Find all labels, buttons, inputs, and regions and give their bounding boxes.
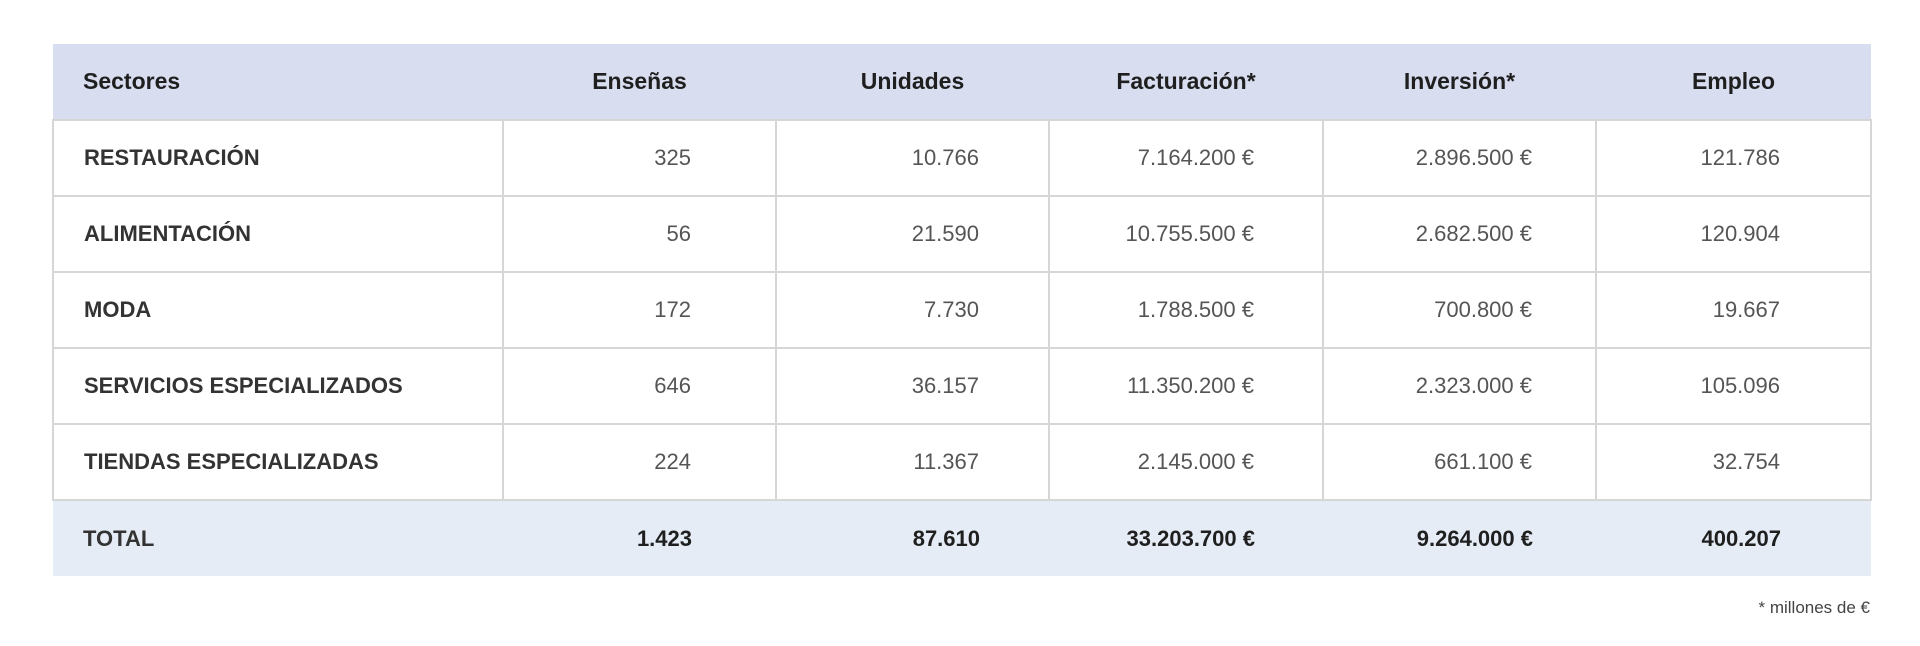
inversion-value: 661.100 € [1322,423,1597,501]
table-row: SERVICIOS ESPECIALIZADOS 646 36.157 11.3… [52,347,1872,425]
ensenas-value: 646 [502,347,777,425]
facturacion-value: 10.755.500 € [1048,195,1324,273]
total-ensenas: 1.423 [636,525,692,551]
facturacion-value: 7.164.200 € [1048,119,1324,197]
sector-table-container: Sectores Enseñas Unidades Facturación* I… [52,44,1872,576]
table-row: ALIMENTACIÓN 56 21.590 10.755.500 € 2.68… [52,195,1872,273]
unidades-value: 11.367 [775,423,1050,501]
sector-name: SERVICIOS ESPECIALIZADOS [52,347,504,425]
total-unidades: 87.610 [912,525,980,551]
header-empleo: Empleo [1691,68,1776,94]
total-label: TOTAL [83,525,155,551]
sector-name: TIENDAS ESPECIALIZADAS [52,423,504,501]
header-ensenas: Enseñas [592,68,687,94]
facturacion-value: 1.788.500 € [1048,271,1324,349]
ensenas-value: 325 [502,119,777,197]
table-row: RESTAURACIÓN 325 10.766 7.164.200 € 2.89… [52,119,1872,197]
header-sectores: Sectores [83,68,181,94]
facturacion-value: 11.350.200 € [1048,347,1324,425]
table-row: MODA 172 7.730 1.788.500 € 700.800 € 19.… [52,271,1872,349]
inversion-value: 700.800 € [1322,271,1597,349]
total-empleo: 400.207 [1701,525,1781,551]
empleo-value: 120.904 [1595,195,1872,273]
unidades-value: 10.766 [775,119,1050,197]
empleo-value: 105.096 [1595,347,1872,425]
total-facturacion: 33.203.700 € [1126,525,1255,551]
sector-name: RESTAURACIÓN [52,119,504,197]
inversion-value: 2.323.000 € [1322,347,1597,425]
total-row: TOTAL 1.423 87.610 33.203.700 € 9.264.00… [53,500,1871,576]
total-inversion: 9.264.000 € [1416,525,1533,551]
table-row: TIENDAS ESPECIALIZADAS 224 11.367 2.145.… [52,423,1872,501]
empleo-value: 32.754 [1595,423,1872,501]
sector-name: MODA [52,271,504,349]
header-facturacion: Facturación* [1116,68,1256,94]
unidades-value: 36.157 [775,347,1050,425]
sector-name: ALIMENTACIÓN [52,195,504,273]
facturacion-value: 2.145.000 € [1048,423,1324,501]
ensenas-value: 56 [502,195,777,273]
header-unidades: Unidades [860,68,965,94]
inversion-value: 2.682.500 € [1322,195,1597,273]
inversion-value: 2.896.500 € [1322,119,1597,197]
ensenas-value: 224 [502,423,777,501]
unidades-value: 7.730 [775,271,1050,349]
ensenas-value: 172 [502,271,777,349]
empleo-value: 19.667 [1595,271,1872,349]
unidades-value: 21.590 [775,195,1050,273]
table-header-row: Sectores Enseñas Unidades Facturación* I… [53,44,1871,120]
footnote: * millones de € [1758,598,1870,617]
header-inversion: Inversión* [1403,68,1516,94]
sector-table: Sectores Enseñas Unidades Facturación* I… [52,44,1872,576]
empleo-value: 121.786 [1595,119,1872,197]
